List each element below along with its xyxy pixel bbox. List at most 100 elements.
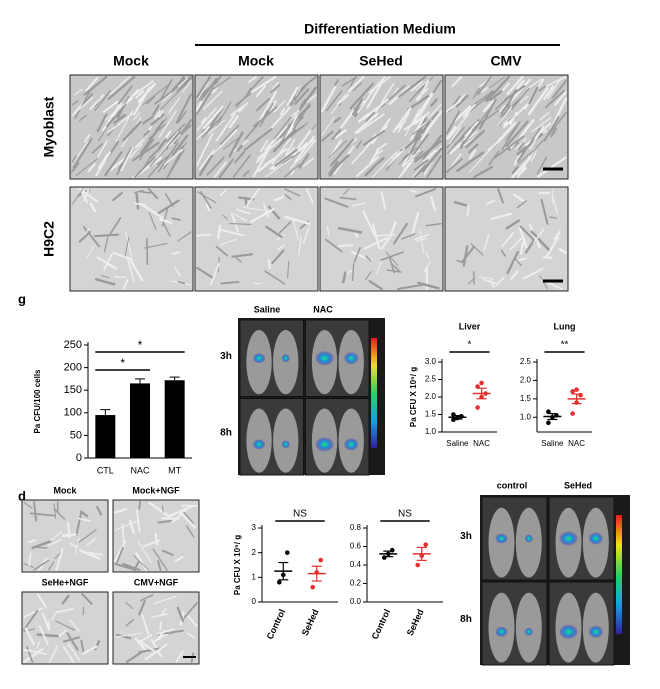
cell [107,75,136,100]
cell [497,187,504,204]
y-tick-label: 3 [252,523,257,532]
cell [548,111,567,135]
cell [125,601,134,610]
cell [156,154,171,166]
cell [264,125,289,151]
cell [67,643,81,661]
cell [339,149,345,156]
cell [89,94,105,111]
cell [375,82,395,113]
cell [483,234,490,252]
signal [253,353,266,364]
cell [522,267,544,280]
cell [86,244,95,259]
cell [321,116,335,136]
cell [334,79,339,86]
data-point [381,555,387,560]
cell [404,108,421,137]
cell [380,125,388,133]
signal [315,437,334,452]
cell [208,106,225,130]
cell [468,148,477,160]
cell [162,632,171,635]
cell [320,85,337,113]
cell [511,165,519,175]
cell [446,125,457,140]
cell [411,211,420,234]
x-tick-label: Saline [446,439,469,448]
cell [421,120,431,134]
cell [505,219,521,230]
cell [511,87,530,110]
cell [128,519,136,535]
cell [410,80,423,92]
image-label: Mock [53,485,77,495]
cell [177,280,186,285]
cell [373,233,396,237]
cell [242,206,267,212]
cell [524,239,536,254]
cell [338,244,354,248]
cell [549,216,558,219]
cell [198,154,214,176]
cell [363,237,388,250]
cell [325,238,343,253]
cell [196,107,217,132]
y-tick-label: 2.5 [520,357,532,366]
cell [515,137,527,150]
cell [397,283,425,291]
cell [122,278,129,290]
cell [551,190,554,205]
cell [61,594,70,605]
cell [72,138,93,169]
bar [164,380,185,458]
cell [285,138,296,156]
cell [26,646,34,663]
cell [536,156,548,175]
cell [213,76,232,90]
cell [455,94,469,108]
cell [372,149,384,158]
cell [206,156,225,176]
cell [472,85,481,99]
cell [62,636,80,643]
cell [553,198,559,216]
y-axis-label: Pa CFU X 10⁵/ g [409,367,418,427]
cell [484,90,493,102]
significance-label: NS [398,509,412,520]
cell [506,250,520,275]
cell [305,188,314,204]
cell [331,154,350,172]
cell [349,82,375,110]
cell [171,217,181,221]
y-tick-label: 150 [64,384,82,396]
chart-title: Lung [554,321,576,331]
signal [344,352,359,365]
cell [502,104,528,129]
y-tick-label: 0.8 [350,523,362,532]
cell [536,156,567,178]
cell [510,270,519,281]
cell [419,229,425,255]
cell [412,133,430,156]
cell [154,532,159,546]
cell [368,280,383,291]
cell [144,643,168,661]
cell [133,189,144,194]
cell [78,187,99,203]
cell [158,218,173,224]
cell [404,111,430,131]
cell [539,111,550,121]
cell [414,233,429,241]
cell [398,75,427,98]
cell [251,75,277,93]
cell [234,213,248,222]
data-point [546,409,551,415]
cell [222,214,228,220]
cell [142,115,154,125]
cell [35,641,41,649]
significance-label: * [468,340,472,351]
cell [393,222,409,245]
cell [121,562,141,571]
cell [468,143,479,154]
